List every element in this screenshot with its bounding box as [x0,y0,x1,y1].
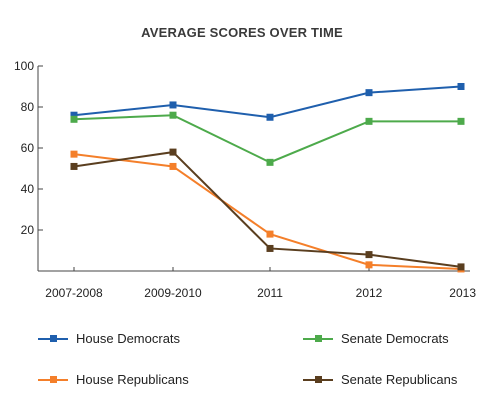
data-point-senate-democrats [266,158,274,166]
x-tick-label: 2011 [257,286,283,300]
legend-label: Senate Democrats [341,331,449,346]
data-point-house-democrats [365,89,373,97]
legend-item-senate-democrats: Senate Democrats [303,331,449,346]
data-point-senate-republicans [457,263,465,271]
legend-swatch-senate-republicans [303,375,333,385]
legend-swatch-house-republicans [38,375,68,385]
data-point-house-republicans [169,162,177,170]
legend-swatch-senate-democrats [303,334,333,344]
chart-title: AVERAGE SCORES OVER TIME [141,25,343,40]
y-tick-label: 100 [14,59,34,73]
data-point-house-democrats [457,83,465,90]
data-point-house-democrats [70,111,78,119]
legend-label: Senate Republicans [341,372,458,387]
x-tick-label: 2012 [356,286,383,300]
data-point-senate-democrats [169,111,177,119]
data-point-house-republicans [365,261,373,269]
legend-item-senate-republicans: Senate Republicans [303,372,457,387]
data-point-senate-democrats [457,117,465,125]
x-tick-label: 2007-2008 [45,286,103,300]
data-point-senate-democrats [365,117,373,125]
legend-label: House Democrats [76,331,181,346]
x-tick-label: 2009-2010 [144,286,202,300]
y-tick-label: 60 [21,141,35,155]
series-line-house-democrats [73,85,462,119]
y-tick-label: 40 [21,182,35,196]
data-point-senate-republicans [169,148,177,156]
data-point-house-republicans [70,150,78,158]
series-line-senate-democrats [73,114,461,164]
data-point-house-republicans [266,230,274,238]
y-tick-label: 20 [21,223,35,237]
legend-label: House Republicans [76,372,189,387]
data-point-senate-republicans [70,162,78,170]
data-point-senate-republicans [365,251,373,259]
y-tick-label: 80 [21,100,35,114]
x-tick-label: 2013 [449,286,476,300]
legend-item-house-republicans: House Republicans [38,372,189,387]
data-point-senate-republicans [266,244,274,252]
data-point-house-democrats [169,101,177,109]
data-point-house-democrats [266,113,274,121]
legend-item-house-democrats: House Democrats [38,331,180,346]
legend-swatch-house-democrats [38,334,68,344]
data-point-senate-democrats [70,115,78,123]
